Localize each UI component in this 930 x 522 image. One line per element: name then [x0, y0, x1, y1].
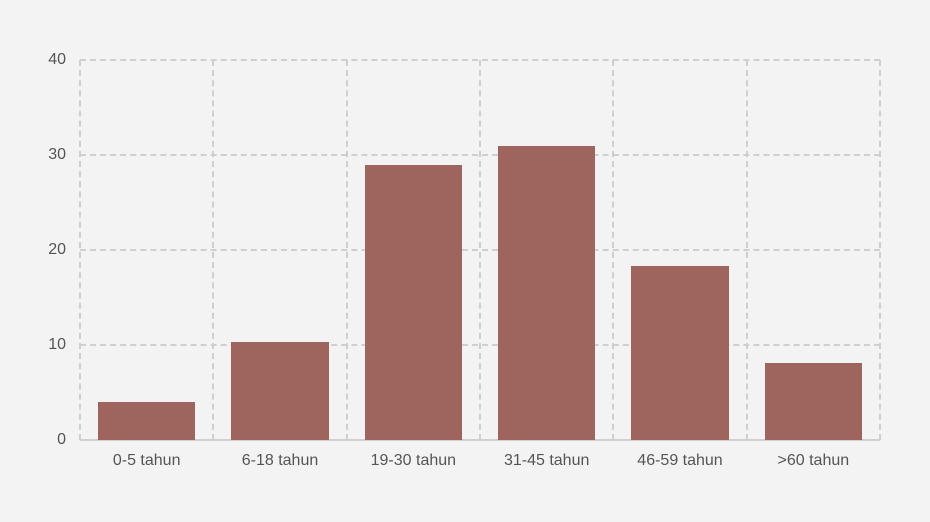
bar — [631, 266, 728, 440]
x-axis-tick-label: 31-45 tahun — [504, 440, 589, 470]
gridline-vertical — [346, 60, 348, 440]
bar — [365, 165, 462, 441]
plot-area: 0102030400-5 tahun6-18 tahun19-30 tahun3… — [80, 60, 880, 440]
y-axis-tick-label: 20 — [26, 241, 80, 259]
x-axis-tick-label: 6-18 tahun — [242, 440, 319, 470]
gridline-vertical — [612, 60, 614, 440]
y-axis-tick-label: 30 — [26, 146, 80, 164]
bar — [231, 342, 328, 440]
x-axis-tick-label: 19-30 tahun — [371, 440, 456, 470]
gridline-vertical — [212, 60, 214, 440]
x-axis-tick-label: >60 tahun — [778, 440, 850, 470]
gridline-vertical — [879, 60, 881, 440]
gridline-vertical — [479, 60, 481, 440]
bar — [498, 146, 595, 441]
bar — [98, 402, 195, 440]
bar — [765, 363, 862, 440]
y-axis-tick-label: 10 — [26, 336, 80, 354]
gridline-vertical — [746, 60, 748, 440]
x-axis-tick-label: 46-59 tahun — [637, 440, 722, 470]
gridline-vertical — [79, 60, 81, 440]
y-axis-tick-label: 0 — [26, 431, 80, 449]
age-distribution-chart: 0 10 20 30 40 0-5 tahun 6-18 tahun 19-30 tahun 3… — [0, 0, 930, 522]
x-axis-tick-label: 0-5 tahun — [113, 440, 181, 470]
y-axis-tick-label: 40 — [26, 51, 80, 69]
